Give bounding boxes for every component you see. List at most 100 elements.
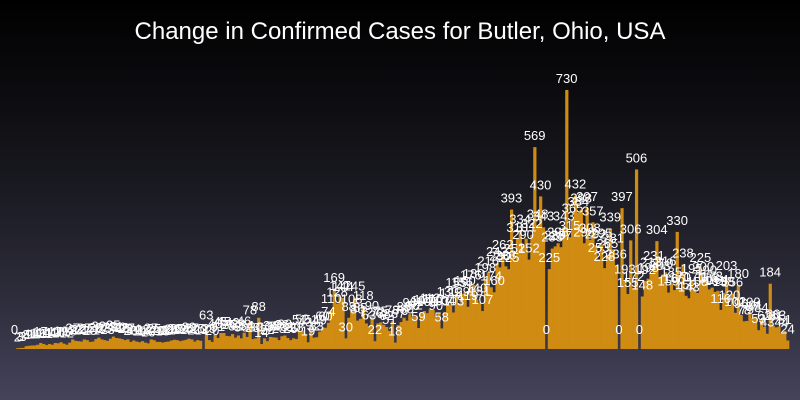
bar <box>190 339 194 349</box>
bar-value-label: 174 <box>480 268 502 283</box>
bar <box>50 344 54 349</box>
bar <box>204 326 209 349</box>
bar <box>597 259 601 349</box>
bar-value-label: 21 <box>74 323 88 338</box>
bar <box>135 341 139 349</box>
bar-value-label: 0 <box>615 322 622 337</box>
bar-value-label: 59 <box>411 309 425 324</box>
bar <box>559 247 563 349</box>
bar <box>318 331 322 349</box>
bar-value-label: 27 <box>94 320 108 335</box>
bar-value-label: 14 <box>254 325 268 340</box>
bar <box>152 340 156 349</box>
bar-value-label: 322 <box>521 216 543 231</box>
bar <box>698 269 703 349</box>
bar-value-label: 101 <box>416 294 438 309</box>
bar-value-label: 203 <box>716 258 738 273</box>
bar-value-label: 200 <box>692 259 714 274</box>
bar <box>518 230 522 349</box>
bar <box>126 339 130 349</box>
bar-value-label: 30 <box>257 319 271 334</box>
bar-value-label: 164 <box>707 272 729 287</box>
bar <box>762 327 767 349</box>
bar <box>620 208 624 349</box>
bar <box>82 339 86 349</box>
bar-value-label: 156 <box>721 275 743 290</box>
bar-value-label: 10 <box>25 326 39 341</box>
bar-value-label: 292 <box>585 226 607 241</box>
bar <box>108 338 113 349</box>
bar-value-label: 169 <box>323 270 345 285</box>
bar <box>271 337 275 349</box>
bar-value-label: 176 <box>460 268 482 283</box>
bar <box>181 340 185 349</box>
bar-value-label: 110 <box>321 291 342 306</box>
bar <box>501 256 505 349</box>
bar <box>556 243 560 349</box>
bar-value-label: 298 <box>547 224 569 239</box>
bar <box>422 311 427 349</box>
bar <box>701 278 706 349</box>
bar-value-label: 21 <box>187 323 201 338</box>
bar-value-label: 128 <box>326 285 348 300</box>
bar-value-label: 96 <box>734 296 748 311</box>
bar-value-label: 74 <box>321 304 335 319</box>
bar-value-label: 160 <box>454 273 476 288</box>
bar <box>408 314 412 349</box>
bar-value-label: 60 <box>318 309 332 324</box>
bar-value-label: 25 <box>272 321 286 336</box>
bar <box>568 237 572 349</box>
bar-value-label: 103 <box>428 293 450 308</box>
bar <box>739 314 743 349</box>
bar <box>341 297 345 349</box>
bar <box>390 321 395 349</box>
bar <box>114 338 118 349</box>
bar-value-label: 27 <box>185 320 199 335</box>
bar <box>553 246 557 349</box>
bar <box>678 288 682 349</box>
bar-value-label: 253 <box>588 240 610 255</box>
bar <box>757 330 761 349</box>
bar <box>262 338 267 349</box>
bar-value-label: 262 <box>492 237 514 252</box>
bar-value-label: 25 <box>80 321 94 336</box>
bar <box>486 272 490 349</box>
bar-value-label: 225 <box>538 250 560 265</box>
bar-value-label: 22 <box>135 322 149 337</box>
bar <box>280 336 284 349</box>
bar-value-label: 87 <box>745 299 759 314</box>
bar <box>681 264 685 349</box>
bar <box>213 334 217 349</box>
bar <box>323 327 328 349</box>
bar <box>509 209 514 349</box>
bar-value-label: 20 <box>83 323 97 338</box>
bar <box>562 227 566 349</box>
bar <box>140 341 145 349</box>
bar <box>373 341 377 349</box>
bar-value-label: 180 <box>727 266 749 281</box>
bar-value-label: 44 <box>774 314 788 329</box>
bar <box>242 332 246 349</box>
bar-value-label: 251 <box>503 241 525 256</box>
bar-value-label: 173 <box>701 269 723 284</box>
bar-value-label: 23 <box>100 322 114 337</box>
bar-value-label: 33 <box>266 318 280 333</box>
bar <box>576 212 581 349</box>
bar-value-label: 38 <box>278 317 292 332</box>
bar <box>539 196 543 349</box>
bar <box>312 337 316 349</box>
bar <box>21 347 25 349</box>
bar-value-label: 158 <box>713 274 735 289</box>
bar <box>446 302 450 349</box>
bar <box>347 317 351 349</box>
bar-value-label: 393 <box>570 191 592 206</box>
bar <box>117 338 121 349</box>
bar <box>143 342 147 349</box>
bar-value-label: 569 <box>524 128 546 143</box>
bar <box>353 297 357 349</box>
bar <box>335 303 339 349</box>
bar-value-label: 72 <box>359 304 373 319</box>
bar <box>733 312 737 349</box>
bar-value-label: 32 <box>307 319 321 334</box>
bar-value-label: 216 <box>655 253 677 268</box>
